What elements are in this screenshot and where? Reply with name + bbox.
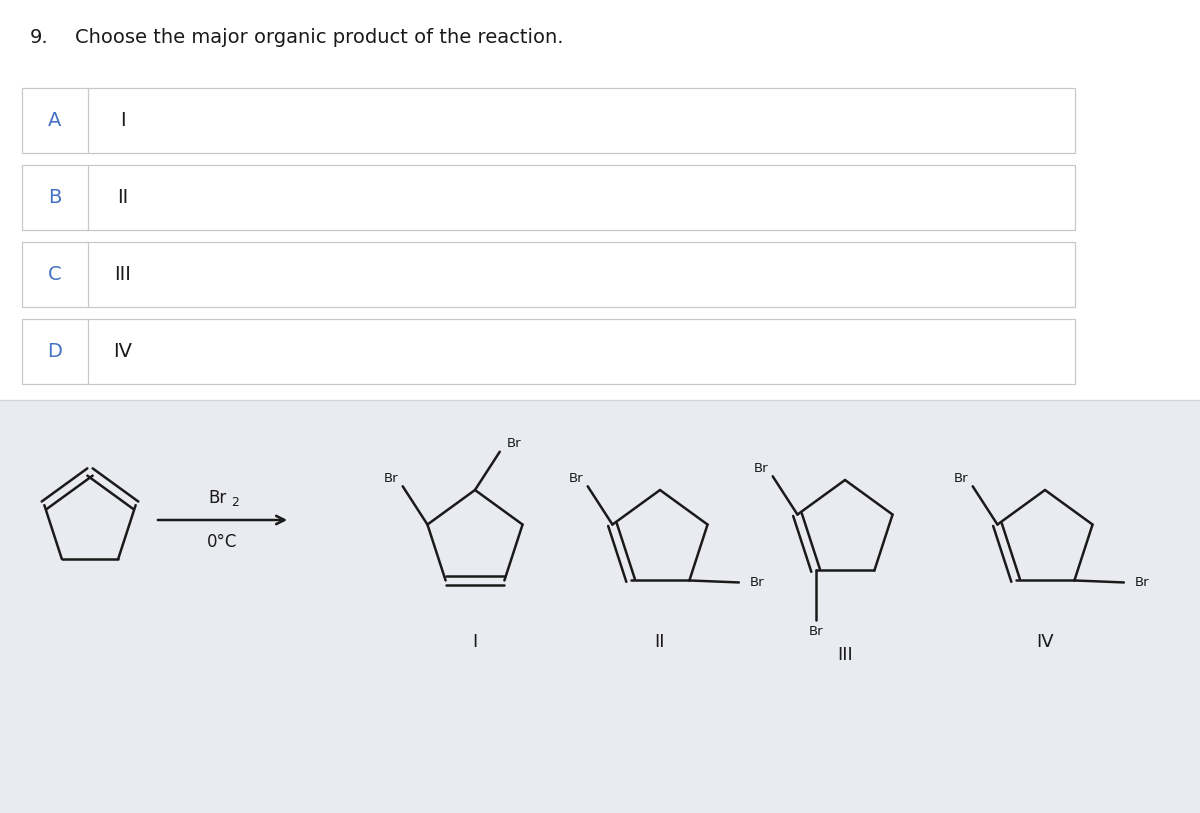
Text: 0°C: 0°C bbox=[206, 533, 238, 551]
Text: Br: Br bbox=[506, 437, 521, 450]
Text: Br: Br bbox=[1134, 576, 1150, 589]
Text: II: II bbox=[655, 633, 665, 651]
Text: IV: IV bbox=[114, 342, 132, 361]
Text: D: D bbox=[48, 342, 62, 361]
Text: I: I bbox=[120, 111, 126, 130]
Text: B: B bbox=[48, 188, 61, 207]
Bar bbox=[0, 400, 1200, 813]
Text: Br: Br bbox=[750, 576, 764, 589]
Text: 9.: 9. bbox=[30, 28, 49, 47]
Text: Br: Br bbox=[208, 489, 226, 507]
Bar bbox=[22, 319, 1075, 384]
Text: II: II bbox=[118, 188, 128, 207]
Bar bbox=[22, 88, 1075, 153]
Text: 2: 2 bbox=[232, 495, 239, 508]
Text: IV: IV bbox=[1036, 633, 1054, 651]
Text: III: III bbox=[114, 265, 132, 284]
Text: Br: Br bbox=[754, 462, 768, 475]
Text: Br: Br bbox=[809, 625, 823, 638]
Text: Br: Br bbox=[383, 472, 398, 485]
Bar bbox=[22, 165, 1075, 230]
Text: III: III bbox=[838, 646, 853, 664]
Text: A: A bbox=[48, 111, 61, 130]
Text: Br: Br bbox=[569, 472, 583, 485]
Text: C: C bbox=[48, 265, 62, 284]
Bar bbox=[22, 242, 1075, 307]
Text: I: I bbox=[473, 633, 478, 651]
Text: Br: Br bbox=[953, 472, 968, 485]
Text: Choose the major organic product of the reaction.: Choose the major organic product of the … bbox=[74, 28, 564, 47]
